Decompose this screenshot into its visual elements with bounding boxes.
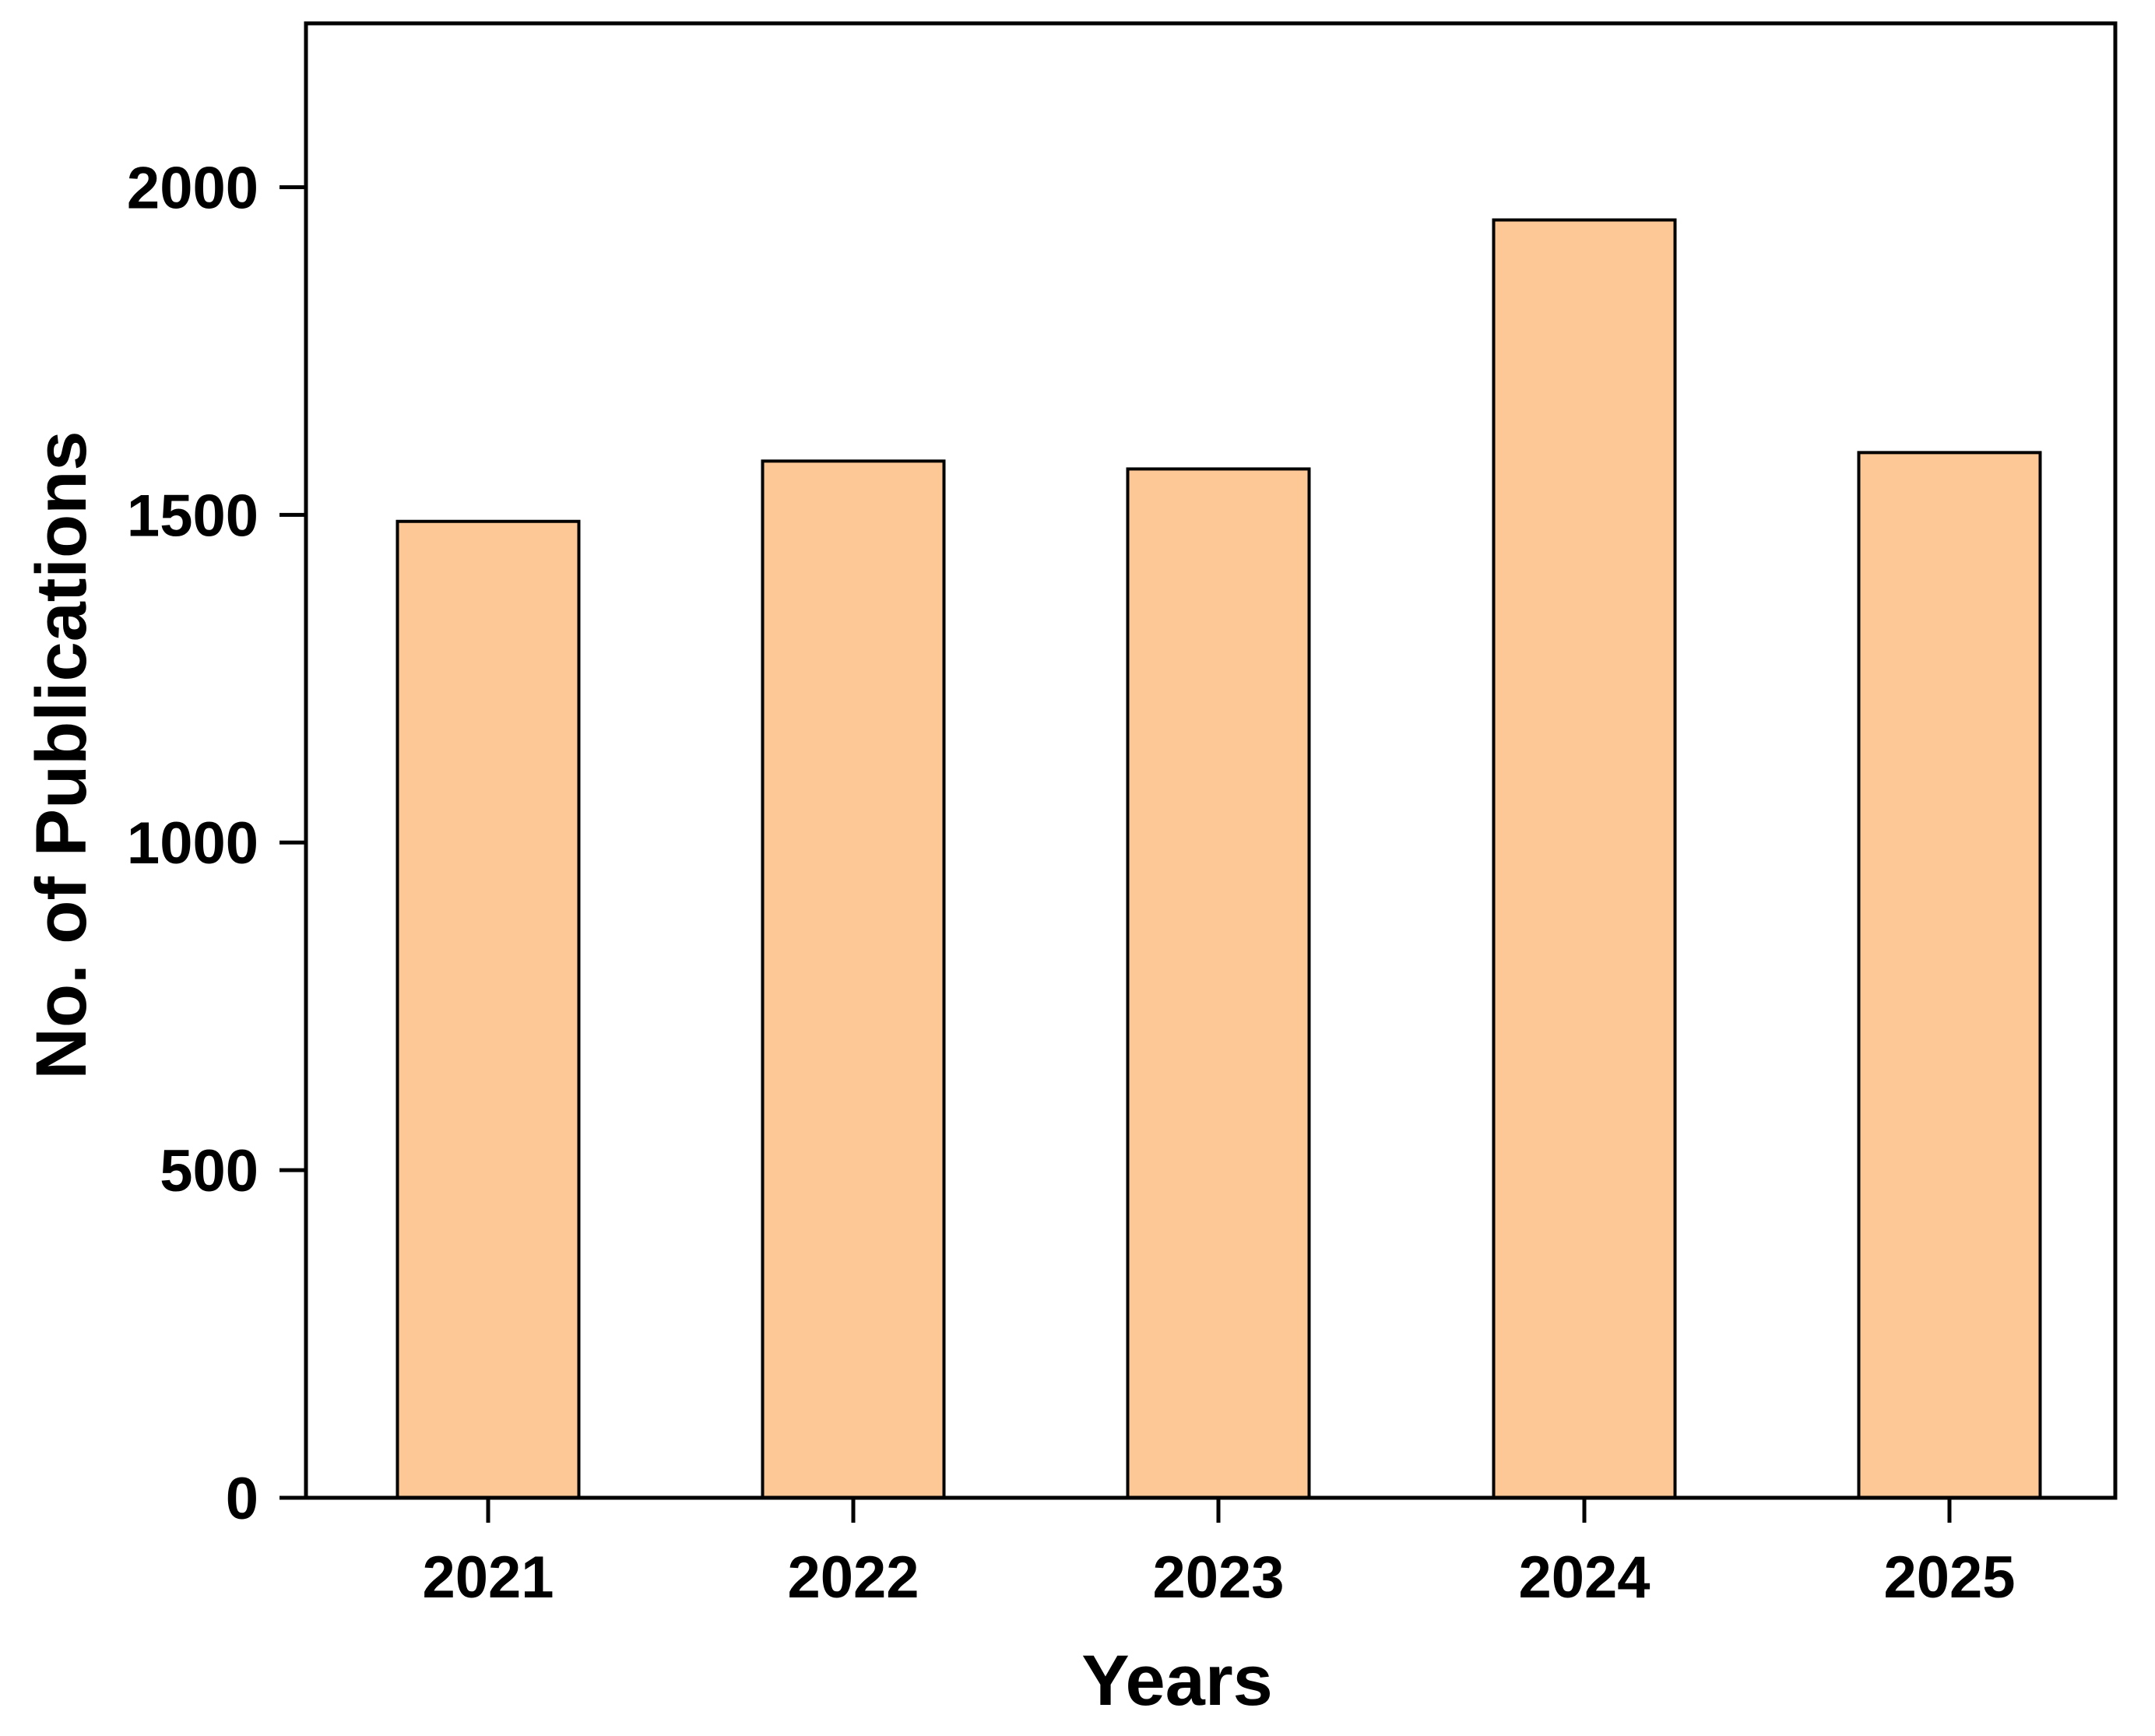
x-tick-label: 2021 xyxy=(422,1544,554,1611)
y-tick-label: 500 xyxy=(160,1138,258,1204)
x-tick-label: 2025 xyxy=(1883,1544,2015,1611)
bar-2021 xyxy=(395,519,581,1499)
x-axis-ticks: 2021 2022 2023 2024 2025 xyxy=(422,1498,2016,1611)
plot-frame xyxy=(304,21,2118,1500)
bar-2024 xyxy=(1492,218,1677,1499)
x-tick-label: 2023 xyxy=(1152,1544,1284,1611)
bars-group xyxy=(395,218,2042,1500)
bar-2022 xyxy=(761,459,946,1500)
bar-2023 xyxy=(1126,467,1311,1499)
x-tick-label: 2024 xyxy=(1518,1544,1650,1611)
y-axis-title: No. of Publications xyxy=(22,430,101,1079)
y-axis-ticks: 0 500 1000 1500 2000 xyxy=(127,155,306,1532)
y-tick-label: 1500 xyxy=(127,483,258,549)
y-tick-label: 0 xyxy=(226,1466,258,1532)
x-axis-title: Years xyxy=(1081,1641,1273,1720)
y-tick-label: 1000 xyxy=(127,810,258,877)
x-tick-label: 2022 xyxy=(787,1544,919,1611)
bar-2025 xyxy=(1857,451,2042,1499)
y-tick-label: 2000 xyxy=(127,155,258,221)
